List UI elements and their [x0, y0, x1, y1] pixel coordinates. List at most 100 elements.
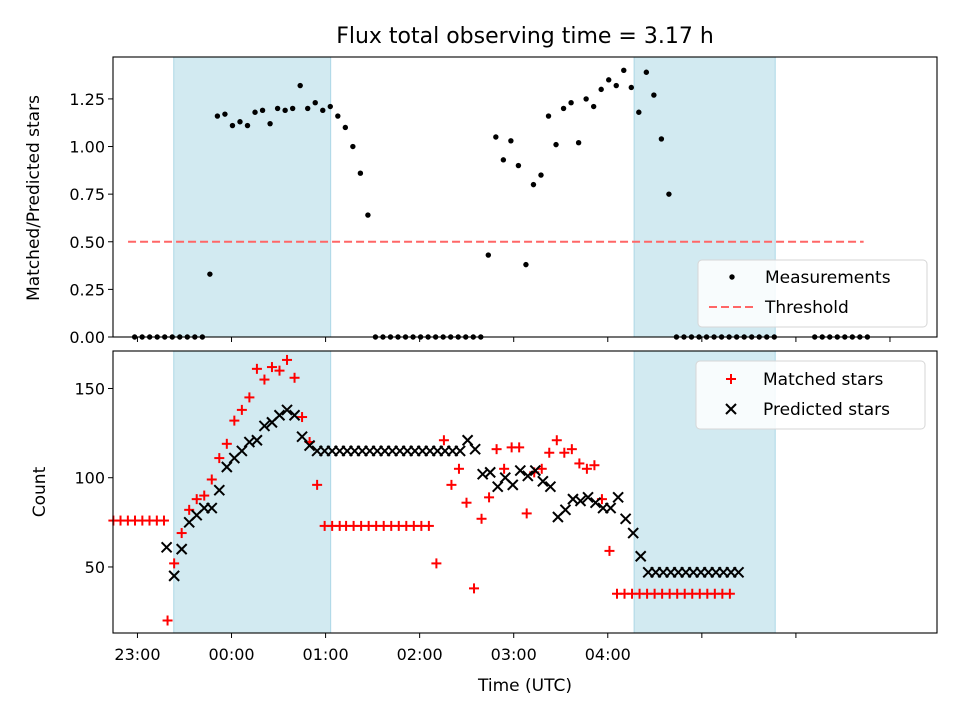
- matched-star-marker: [484, 492, 495, 503]
- measurement-point: [590, 103, 597, 110]
- predicted-star-marker: [168, 570, 180, 582]
- measurement-point: [575, 140, 582, 146]
- bottom-legend-box: [695, 360, 926, 430]
- bottom-legend: Matched stars Predicted stars: [695, 360, 926, 430]
- matched-star-marker: [566, 444, 577, 455]
- predicted-star-marker: [604, 502, 617, 514]
- matched-star-marker: [521, 508, 532, 519]
- bottom-axes-frame: [112, 350, 938, 634]
- measurement-point: [297, 82, 303, 89]
- marker-stroke: [612, 491, 624, 504]
- marker-stroke: [522, 470, 534, 482]
- shaded-band: [173, 350, 332, 634]
- matched-star-marker: [251, 363, 262, 374]
- measurement-point: [508, 138, 514, 144]
- measurement-point: [583, 96, 589, 102]
- measurement-point: [598, 86, 604, 93]
- measurement-point: [613, 82, 619, 89]
- legend-predicted-label: Predicted stars: [763, 400, 890, 420]
- marker-stroke: [168, 570, 180, 582]
- measurement-point: [485, 252, 492, 258]
- x-tick-label: 23:00: [114, 645, 160, 664]
- x-tick-label: 00:00: [208, 645, 254, 664]
- matched-star-marker: [236, 404, 247, 415]
- measurement-points: [131, 67, 871, 340]
- chart-title: Flux total observing time = 3.17 h: [336, 24, 714, 49]
- measurement-point: [222, 111, 228, 117]
- predicted-star-marker: [251, 434, 263, 446]
- y-tick-label: 0.25: [69, 280, 105, 299]
- matched-star-marker: [158, 515, 169, 526]
- matched-star-marker: [559, 447, 570, 458]
- marker-stroke: [281, 404, 293, 416]
- marker-stroke: [175, 543, 188, 555]
- legend-threshold-label: Threshold: [764, 298, 849, 318]
- predicted-star-marker: [507, 479, 519, 491]
- top-legend-box: [697, 259, 928, 328]
- measurement-point: [651, 92, 657, 98]
- marker-stroke: [296, 430, 308, 443]
- marker-stroke: [589, 497, 602, 509]
- measurement-point: [320, 107, 326, 114]
- bottom-axes: 23:00 00:00 01:00 02:00 03:00 04:00 50 100 150 C…: [30, 350, 938, 696]
- predicted-star-marker: [273, 409, 286, 421]
- matched-star-marker: [453, 463, 464, 474]
- matched-star-marker: [176, 528, 187, 539]
- x-tick-label: 04:00: [585, 645, 631, 664]
- predicted-star-marker: [544, 480, 557, 493]
- predicted-star-marker: [281, 404, 293, 416]
- matched-star-marker: [499, 463, 510, 474]
- matched-star-marker: [724, 588, 735, 599]
- top-axes: 0.00 0.25 0.50 0.75 1.00 1.25 Matched/Predict…: [24, 56, 938, 347]
- matched-star-markers: [108, 354, 735, 626]
- matched-star-marker: [206, 474, 217, 485]
- measurement-point: [553, 141, 559, 148]
- x-axis-label: Time (UTC): [477, 676, 572, 696]
- predicted-star-marker: [529, 464, 542, 477]
- matched-star-marker: [491, 444, 502, 455]
- measurement-point: [643, 69, 650, 75]
- marker-stroke: [206, 502, 218, 514]
- matched-star-marker: [169, 558, 180, 569]
- x-tick-label: 03:00: [491, 645, 537, 664]
- bottom-y-axis-label: Count: [30, 466, 50, 517]
- predicted-star-marker: [514, 464, 527, 477]
- matched-star-marker: [589, 460, 600, 471]
- matched-star-marker: [244, 392, 255, 403]
- marker-stroke: [213, 484, 225, 496]
- marker-stroke: [469, 443, 481, 455]
- marker-stroke: [582, 491, 594, 504]
- matched-star-marker: [438, 435, 449, 446]
- marker-stroke: [288, 409, 301, 421]
- matched-star-marker: [214, 453, 225, 464]
- matched-star-marker: [544, 447, 555, 458]
- matched-star-marker: [266, 362, 277, 373]
- y-tick-label: 1.25: [69, 90, 105, 109]
- matched-star-marker: [162, 615, 173, 626]
- matched-star-marker: [469, 583, 480, 594]
- predicted-star-marker: [160, 541, 173, 554]
- legend-measurement-marker: [729, 274, 735, 280]
- measurement-point: [493, 134, 499, 140]
- marker-stroke: [544, 480, 557, 493]
- marker-stroke: [484, 466, 496, 479]
- matched-star-marker: [259, 374, 270, 385]
- measurement-point: [606, 77, 612, 83]
- predicted-star-marker: [175, 543, 188, 555]
- measurement-point: [327, 103, 333, 110]
- predicted-star-marker: [454, 445, 466, 457]
- y-tick-label: 0.75: [69, 185, 105, 204]
- marker-stroke: [604, 502, 617, 514]
- marker-stroke: [160, 541, 173, 554]
- measurement-point: [335, 113, 341, 119]
- predicted-star-marker: [258, 420, 271, 432]
- measurement-point: [229, 122, 236, 129]
- predicted-star-marker: [469, 443, 481, 455]
- legend-measurements-label: Measurements: [765, 268, 891, 288]
- marker-stroke: [243, 436, 256, 448]
- predicted-star-marker: [484, 466, 496, 479]
- measurement-point: [282, 107, 288, 114]
- marker-stroke: [507, 479, 519, 491]
- legend-plus-marker: [726, 374, 736, 384]
